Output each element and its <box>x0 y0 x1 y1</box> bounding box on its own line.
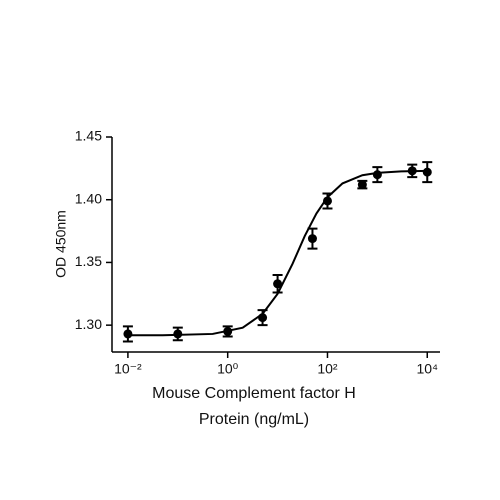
data-point <box>407 166 417 176</box>
x-tick-label: 10⁰ <box>217 361 239 377</box>
data-point <box>173 329 183 339</box>
x-tick-label: 10² <box>317 361 338 377</box>
x-tick-label: 10⁻² <box>114 361 142 377</box>
x-tick-label: 10⁴ <box>416 361 438 377</box>
data-point <box>223 326 233 336</box>
data-point <box>123 329 133 339</box>
data-point <box>422 167 432 177</box>
data-point <box>258 313 268 323</box>
fit-curve <box>127 169 428 337</box>
y-tick-label: 1.30 <box>75 316 102 332</box>
data-point <box>273 279 283 289</box>
data-point <box>372 170 382 180</box>
y-tick-label: 1.35 <box>75 253 102 269</box>
data-point <box>322 196 332 206</box>
x-axis-label: Protein (ng/mL) <box>199 411 309 428</box>
y-tick-label: 1.40 <box>75 190 102 206</box>
x-axis-label: Mouse Complement factor H <box>152 385 356 402</box>
y-axis-label: OD 450nm <box>53 210 69 278</box>
data-point <box>357 180 367 190</box>
data-point <box>307 234 317 244</box>
y-tick-label: 1.45 <box>75 128 102 144</box>
